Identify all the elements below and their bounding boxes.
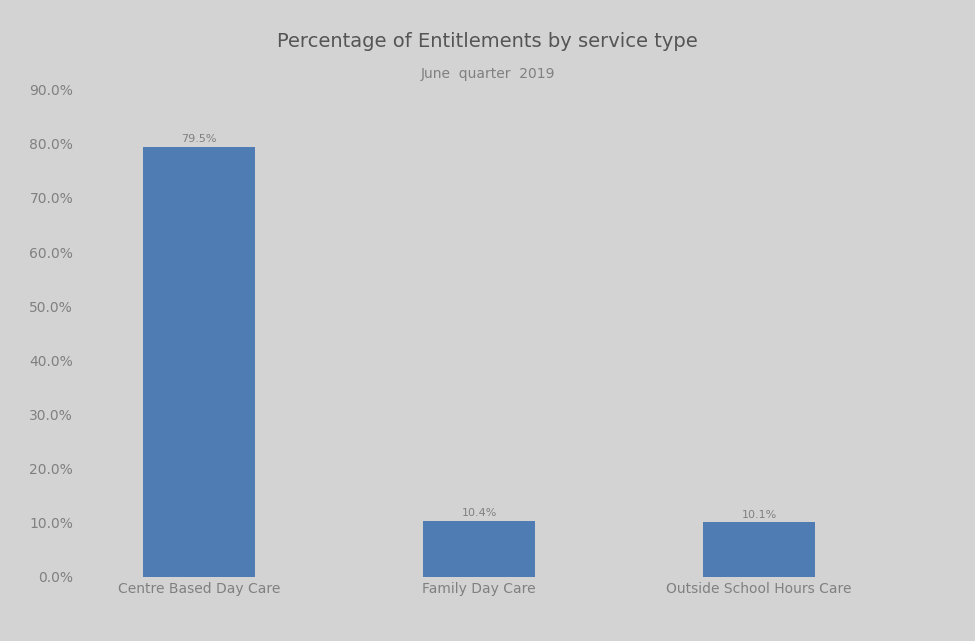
Text: 10.1%: 10.1% [742, 510, 777, 519]
Bar [423, 520, 535, 577]
Text: June  quarter  2019: June quarter 2019 [420, 67, 555, 81]
Text: 10.4%: 10.4% [461, 508, 497, 518]
Text: Percentage of Entitlements by service type: Percentage of Entitlements by service ty… [277, 32, 698, 51]
Text: 79.5%: 79.5% [181, 134, 217, 144]
Bar [143, 147, 255, 577]
Bar [703, 522, 815, 577]
